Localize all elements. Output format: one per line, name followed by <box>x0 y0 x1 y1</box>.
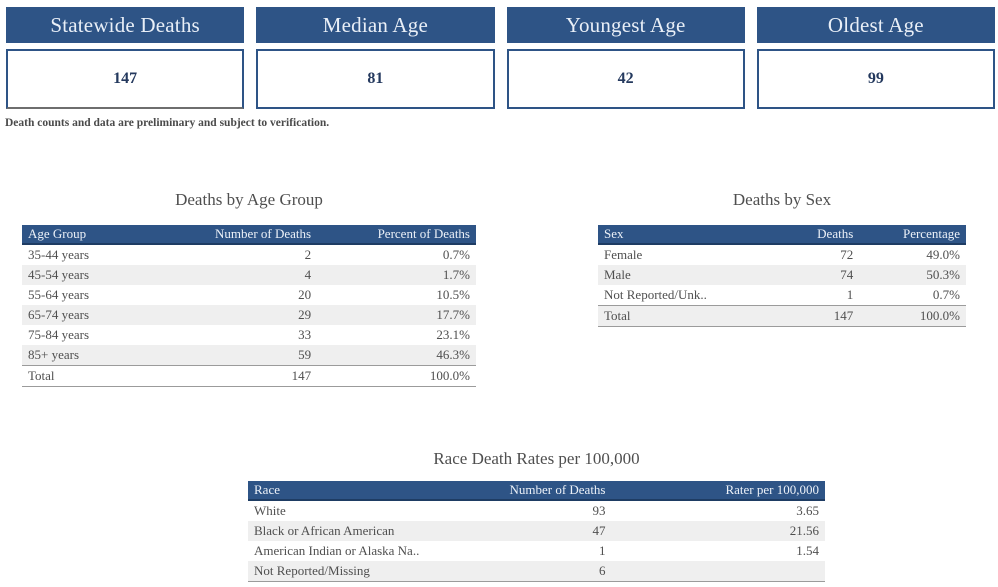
table-cell: American Indian or Alaska Na.. <box>254 543 420 558</box>
kpi-row: Statewide Deaths 147 Median Age 81 Young… <box>6 7 995 109</box>
table-cell: 33 <box>298 327 312 342</box>
kpi-youngest-age[interactable]: Youngest Age 42 <box>506 7 745 109</box>
table-cell: Not Reported/Unk.. <box>604 287 707 302</box>
race-table-section: Race Death Rates per 100,000 Race Number… <box>248 449 825 582</box>
age-table-title: Deaths by Age Group <box>175 190 323 209</box>
kpi-median-age-value[interactable]: 81 <box>256 49 495 109</box>
table-row[interactable]: Black or African American 47 21.56 <box>248 521 825 541</box>
age-table-section: Deaths by Age Group Age Group Number of … <box>22 190 476 387</box>
table-cell: 75-84 years <box>28 327 90 342</box>
col-header-rate-per-100000[interactable]: Rater per 100,000 <box>611 481 825 501</box>
table-cell: 49.0% <box>926 247 960 262</box>
age-group-table: Age Group Number of Deaths Percent of De… <box>22 225 476 387</box>
table-row[interactable]: 55-64 years 20 10.5% <box>22 285 476 305</box>
race-rates-table: Race Number of Deaths Rater per 100,000 … <box>248 481 825 582</box>
table-cell: 65-74 years <box>22 305 168 325</box>
age-table-total-row[interactable]: Total 147 100.0% <box>22 365 476 387</box>
table-cell: 17.7% <box>317 305 476 325</box>
col-header-percentage[interactable]: Percentage <box>859 225 966 245</box>
table-row[interactable]: American Indian or Alaska Na.. 1 1.54 <box>248 541 825 561</box>
table-cell: 59 <box>167 345 318 366</box>
table-cell: 4 <box>167 265 318 285</box>
table-cell: 0.7% <box>442 247 470 262</box>
race-table-header-row: Race Number of Deaths Rater per 100,000 <box>248 481 825 501</box>
sex-table-section: Deaths by Sex Sex Deaths Percentage Fema… <box>598 190 966 327</box>
table-row[interactable]: Male 74 50.3% <box>598 265 966 285</box>
kpi-median-age[interactable]: Median Age 81 <box>256 7 495 109</box>
table-cell: 72 <box>840 247 854 262</box>
age-table-header-row: Age Group Number of Deaths Percent of De… <box>22 225 476 245</box>
kpi-statewide-deaths-value[interactable]: 147 <box>6 49 245 109</box>
table-cell <box>611 561 825 582</box>
table-cell: White <box>254 503 286 518</box>
table-cell: 74 <box>770 265 860 285</box>
kpi-oldest-age-value[interactable]: 99 <box>756 49 995 109</box>
table-cell: 23.1% <box>436 327 470 342</box>
table-cell: 1.54 <box>796 543 819 558</box>
col-header-race[interactable]: Race <box>248 481 497 501</box>
table-cell: 2 <box>304 247 312 262</box>
disclaimer-note: Death counts and data are preliminary an… <box>5 117 330 129</box>
table-cell: 147 <box>770 305 860 327</box>
table-cell: 85+ years <box>22 345 168 366</box>
col-header-sex[interactable]: Sex <box>598 225 771 245</box>
col-header-age-group[interactable]: Age Group <box>22 225 168 245</box>
race-table-title: Race Death Rates per 100,000 <box>433 449 640 468</box>
table-cell: 47 <box>496 521 612 541</box>
table-row[interactable]: 65-74 years 29 17.7% <box>22 305 476 325</box>
table-cell: 100.0% <box>317 365 476 387</box>
table-row[interactable]: 85+ years 59 46.3% <box>22 345 476 366</box>
kpi-statewide-deaths[interactable]: Statewide Deaths 147 <box>6 7 245 109</box>
table-cell: Total <box>22 365 168 387</box>
table-cell: Total <box>598 305 771 327</box>
table-cell: 1 <box>846 287 854 302</box>
table-cell: Female <box>604 247 643 262</box>
kpi-statewide-deaths-title: Statewide Deaths <box>6 7 245 43</box>
col-header-number-of-deaths[interactable]: Number of Deaths <box>496 481 612 501</box>
table-cell: 45-54 years <box>22 265 168 285</box>
table-row[interactable]: 75-84 years 33 23.1% <box>22 325 476 345</box>
table-cell: 55-64 years <box>28 287 90 302</box>
table-cell: Black or African American <box>248 521 497 541</box>
table-cell: 1 <box>599 543 606 558</box>
kpi-oldest-age[interactable]: Oldest Age 99 <box>756 7 995 109</box>
sex-table-title: Deaths by Sex <box>732 190 832 209</box>
col-header-number-of-deaths[interactable]: Number of Deaths <box>167 225 318 245</box>
table-cell: 0.7% <box>932 287 960 302</box>
table-cell: 20 <box>298 287 312 302</box>
kpi-youngest-age-title: Youngest Age <box>506 7 745 43</box>
sex-table: Sex Deaths Percentage Female 72 49.0% Male 7… <box>598 225 966 327</box>
table-cell: 93 <box>592 503 606 518</box>
table-row[interactable]: Not Reported/Missing 6 <box>248 561 825 582</box>
table-cell: 1.7% <box>317 265 476 285</box>
kpi-oldest-age-title: Oldest Age <box>756 7 995 43</box>
table-cell: Male <box>598 265 771 285</box>
table-cell: 3.65 <box>796 503 819 518</box>
table-cell: 50.3% <box>859 265 966 285</box>
col-header-deaths[interactable]: Deaths <box>770 225 860 245</box>
table-cell: 6 <box>496 561 612 582</box>
table-row[interactable]: 45-54 years 4 1.7% <box>22 265 476 285</box>
table-row[interactable]: White 93 3.65 <box>248 500 825 521</box>
table-row[interactable]: 35-44 years 2 0.7% <box>22 244 476 265</box>
table-cell: Not Reported/Missing <box>248 561 497 582</box>
table-cell: 147 <box>167 365 318 387</box>
kpi-median-age-title: Median Age <box>256 7 495 43</box>
table-cell: 100.0% <box>859 305 966 327</box>
table-cell: 10.5% <box>436 287 470 302</box>
col-header-percent-of-deaths[interactable]: Percent of Deaths <box>317 225 476 245</box>
kpi-youngest-age-value[interactable]: 42 <box>506 49 745 109</box>
table-row[interactable]: Not Reported/Unk.. 1 0.7% <box>598 285 966 306</box>
table-cell: 21.56 <box>611 521 825 541</box>
sex-table-total-row[interactable]: Total 147 100.0% <box>598 305 966 327</box>
table-cell: 46.3% <box>317 345 476 366</box>
table-cell: 29 <box>167 305 318 325</box>
table-row[interactable]: Female 72 49.0% <box>598 244 966 265</box>
table-cell: 35-44 years <box>28 247 90 262</box>
sex-table-header-row: Sex Deaths Percentage <box>598 225 966 245</box>
